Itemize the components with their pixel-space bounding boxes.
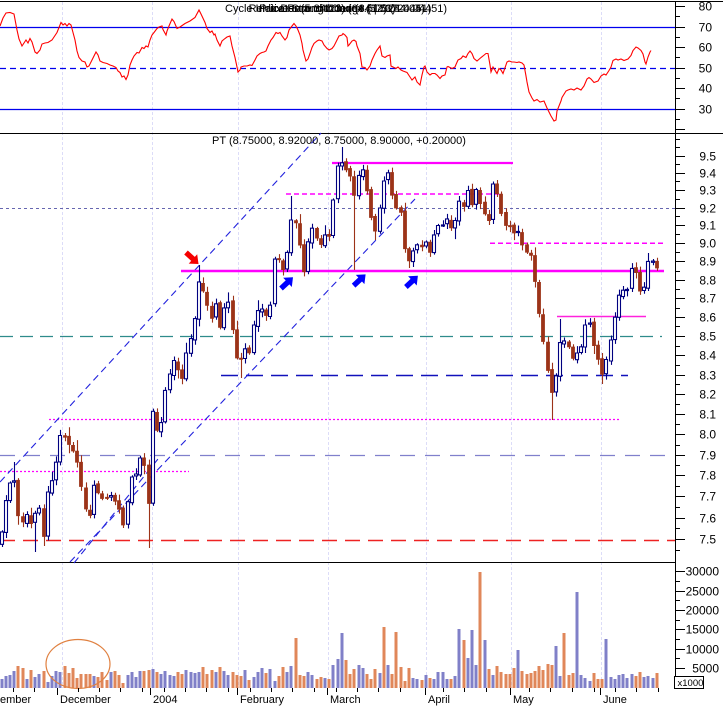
svg-text:Cycle Indicator (5.34.23) (64.: Cycle Indicator (5.34.23) (64.5173724.04… [225,3,447,15]
svg-text:8.0: 8.0 [699,428,716,442]
svg-text:ember: ember [0,694,32,706]
svg-text:April: April [428,694,450,706]
svg-text:5000: 5000 [692,662,719,676]
svg-text:9.0: 9.0 [699,237,716,251]
svg-text:9.5: 9.5 [699,150,716,164]
svg-text:March: March [330,694,361,706]
svg-text:9.3: 9.3 [699,184,716,198]
svg-text:x1000: x1000 [678,678,704,689]
svg-text:30000: 30000 [686,565,720,579]
svg-text:7.6: 7.6 [699,512,716,526]
svg-text:15000: 15000 [686,623,720,637]
svg-text:30: 30 [699,103,713,117]
svg-text:Relative Strength Index (57324: Relative Strength Index (57324.0451) [249,3,432,15]
svg-text:50: 50 [699,62,713,76]
svg-text:70: 70 [699,21,713,35]
svg-text:8.4: 8.4 [699,349,716,363]
svg-text:June: June [603,694,627,706]
svg-text:9.2: 9.2 [699,202,716,216]
svg-text:8.9: 8.9 [699,255,716,269]
svg-text:7.5: 7.5 [699,533,716,547]
svg-text:Demand Index (84 | 51): Demand Index (84 | 51) [280,3,395,15]
svg-text:9.1: 9.1 [699,219,716,233]
svg-text:December: December [60,694,111,706]
svg-text:8.5: 8.5 [699,330,716,344]
svg-text:25000: 25000 [686,585,720,599]
svg-text:8.6: 8.6 [699,311,716,325]
svg-text:60: 60 [699,41,713,55]
svg-text:8.7: 8.7 [699,292,716,306]
svg-text:8.8: 8.8 [699,274,716,288]
svg-text:10000: 10000 [686,643,720,657]
svg-text:9.4: 9.4 [699,167,716,181]
svg-text:7.9: 7.9 [699,449,716,463]
svg-text:2004: 2004 [153,694,177,706]
svg-text:7.7: 7.7 [699,490,716,504]
svg-text:20000: 20000 [686,604,720,618]
svg-text:40: 40 [699,82,713,96]
svg-text:7.8: 7.8 [699,469,716,483]
svg-text:Price Rate of Change (12) (34.: Price Rate of Change (12) (34.04) [259,3,425,15]
svg-text:80: 80 [699,0,713,14]
svg-text:May: May [513,694,534,706]
svg-text:PT (8.75000, 8.92000, 8.75000,: PT (8.75000, 8.92000, 8.75000, 8.90000, … [212,135,466,147]
svg-text:8.3: 8.3 [699,369,716,383]
svg-text:February: February [240,694,285,706]
svg-text:8.2: 8.2 [699,388,716,402]
svg-text:8.1: 8.1 [699,408,716,422]
